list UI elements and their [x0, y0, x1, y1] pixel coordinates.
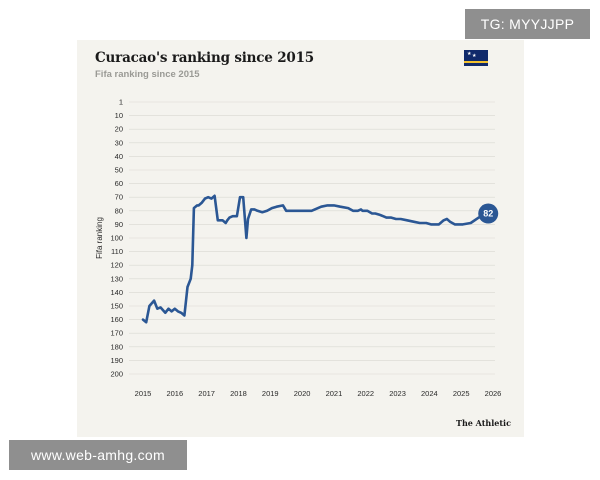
- y-tick-label: 10: [115, 111, 123, 120]
- publisher-logo: The Athletic: [456, 418, 511, 428]
- x-tick-label: 2025: [453, 389, 470, 398]
- y-tick-label: 150: [110, 302, 123, 311]
- x-tick-label: 2017: [198, 389, 215, 398]
- y-axis-label: Fifa ranking: [95, 217, 104, 259]
- y-tick-label: 200: [110, 370, 123, 379]
- y-tick-label: 70: [115, 193, 123, 202]
- current-rank-badge: [478, 203, 499, 224]
- watermark-tag-top: TG: MYYJJPP: [465, 9, 590, 39]
- x-tick-label: 2023: [389, 389, 406, 398]
- x-tick-label: 2024: [421, 389, 438, 398]
- y-tick-label: 170: [110, 329, 123, 338]
- y-tick-label: 180: [110, 342, 123, 351]
- flag-stripe: [464, 61, 488, 63]
- y-tick-label: 40: [115, 152, 123, 161]
- y-tick-label: 50: [115, 166, 123, 175]
- y-tick-label: 20: [115, 125, 123, 134]
- ranking-series-line: [141, 194, 490, 324]
- chart-card: [77, 40, 524, 437]
- flag-star-icon: ★: [467, 51, 472, 57]
- y-tick-label: 110: [111, 247, 123, 256]
- y-tick-label: 30: [115, 138, 123, 147]
- x-tick-label: 2022: [357, 389, 374, 398]
- y-tick-label: 60: [115, 179, 123, 188]
- x-tick-label: 2016: [166, 389, 183, 398]
- curacao-flag-icon: ★ ★: [464, 50, 488, 66]
- y-tick-label: 90: [115, 220, 123, 229]
- y-tick-label: 140: [110, 288, 123, 297]
- y-tick-label: 100: [110, 234, 123, 243]
- x-tick-label: 2018: [230, 389, 247, 398]
- y-tick-label: 190: [110, 356, 123, 365]
- y-tick-label: 1: [119, 98, 123, 107]
- y-tick-label: 130: [110, 274, 123, 283]
- current-rank-label: 82: [483, 209, 493, 219]
- y-tick-label: 80: [115, 206, 123, 215]
- y-tick-label: 120: [110, 261, 123, 270]
- flag-star-icon: ★: [472, 53, 477, 59]
- watermark-tag-bottom: www.web-amhg.com: [9, 440, 187, 470]
- x-tick-label: 2019: [262, 389, 279, 398]
- x-tick-label: 2026: [485, 389, 502, 398]
- x-tick-label: 2020: [294, 389, 311, 398]
- x-tick-label: 2015: [135, 389, 152, 398]
- chart-title: Curacao's ranking since 2015: [95, 50, 314, 66]
- y-tick-label: 160: [110, 315, 123, 324]
- x-tick-label: 2021: [326, 389, 343, 398]
- chart-subtitle: Fifa ranking since 2015: [95, 69, 200, 80]
